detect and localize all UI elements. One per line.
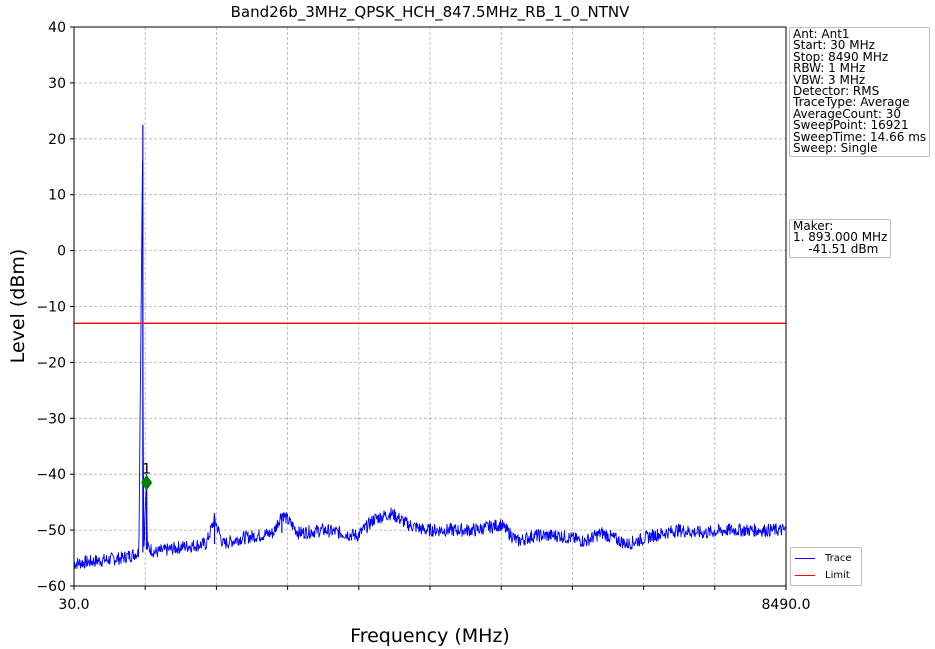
y-tick-label: 30 — [48, 76, 66, 92]
x-tick-label: 8490.0 — [762, 597, 811, 613]
y-tick-label: −30 — [36, 411, 66, 427]
y-tick-label: −20 — [36, 355, 66, 371]
y-tick-label: −10 — [36, 300, 66, 316]
legend-item-trace: Trace — [795, 551, 852, 565]
y-tick-label: 10 — [48, 188, 66, 204]
y-tick-label: 0 — [57, 244, 66, 260]
legend-label-limit: Limit — [825, 569, 850, 581]
grid-lines — [74, 27, 786, 586]
marker-1-diamond — [141, 474, 153, 491]
y-tick-label: −60 — [36, 579, 66, 595]
x-axis-label: Frequency (MHz) — [350, 625, 510, 647]
x-tick-label: 30.0 — [58, 597, 89, 613]
y-tick-label: 40 — [48, 20, 66, 36]
y-tick-label: −40 — [36, 467, 66, 483]
marker-1-label: 1 — [142, 462, 151, 478]
measurement-settings-box: Ant: Ant1 Start: 30 MHz Stop: 8490 MHz R… — [789, 27, 931, 158]
data-layer: 1 — [73, 124, 787, 569]
y-axis-label: Level (dBm) — [7, 249, 29, 364]
marker-readout-box: Maker: 1. 893.000 MHz -41.51 dBm — [789, 219, 892, 259]
y-tick-label: −50 — [36, 523, 66, 539]
legend-swatch-trace — [795, 557, 815, 559]
legend-item-limit: Limit — [795, 568, 850, 582]
legend-swatch-limit — [795, 574, 815, 576]
chart-title: Band26b_3MHz_QPSK_HCH_847.5MHz_RB_1_0_NT… — [231, 3, 630, 22]
y-tick-label: 20 — [48, 132, 66, 148]
trace-series-line — [73, 161, 787, 569]
legend-label-trace: Trace — [825, 552, 852, 564]
chart-legend: Trace Limit — [790, 547, 862, 586]
axis-layer: 40 30 20 10 0 −10 −20 −30 −40 −50 −60 30.0 8490.0 — [36, 20, 810, 613]
